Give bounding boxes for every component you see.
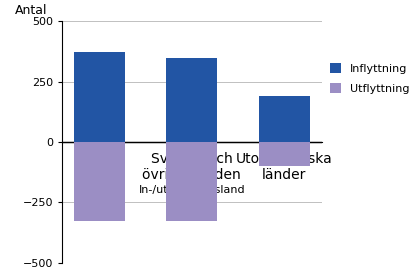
Bar: [258, 142, 309, 166]
Bar: [258, 96, 309, 142]
Bar: [166, 142, 217, 221]
Bar: [166, 58, 217, 142]
Bar: [74, 52, 124, 142]
Bar: [74, 142, 124, 221]
Legend: Inflyttning, Utflyttning: Inflyttning, Utflyttning: [329, 63, 408, 94]
Text: Antal: Antal: [15, 4, 47, 17]
X-axis label: In-/utflyttningsland: In-/utflyttningsland: [138, 185, 244, 195]
